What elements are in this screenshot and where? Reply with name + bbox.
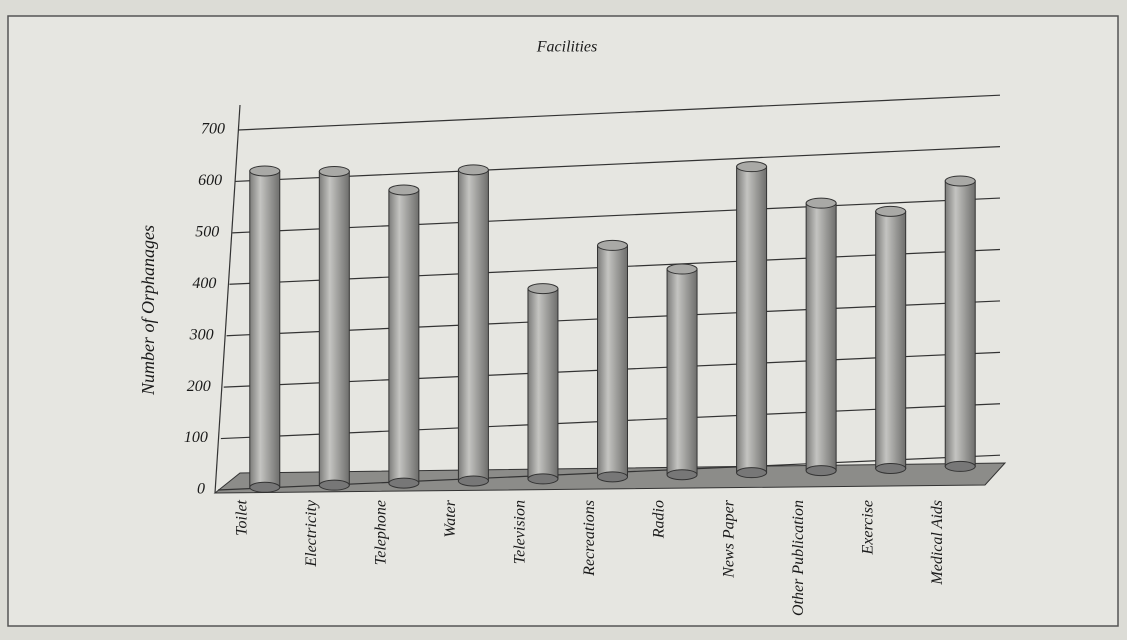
y-tick-label: 0 <box>197 481 205 498</box>
bar <box>666 268 698 476</box>
bar-cap <box>388 184 420 196</box>
x-tick-label: Toilet <box>233 499 250 535</box>
y-tick-label: 400 <box>192 275 216 292</box>
bar <box>805 202 837 472</box>
bar <box>944 180 976 467</box>
bar <box>597 244 628 478</box>
bar <box>318 170 350 486</box>
y-tick-label: 500 <box>195 224 219 241</box>
bar-cap <box>666 263 698 275</box>
bar-base <box>527 473 559 485</box>
bar-base <box>249 481 281 493</box>
x-tick-label: Television <box>512 500 529 564</box>
bar-base <box>944 460 976 472</box>
grid-line <box>235 146 1001 183</box>
bar-base <box>805 465 837 477</box>
y-tick-label: 200 <box>187 378 211 395</box>
bar-cap <box>736 161 768 173</box>
x-tick-label: Radio <box>651 500 668 539</box>
bar-cap <box>944 175 976 187</box>
bar-cap <box>805 197 837 209</box>
bar-base <box>318 479 350 491</box>
x-tick-label: Electricity <box>303 499 320 568</box>
x-tick-label: Exercise <box>859 500 876 555</box>
x-tick-label: Telephone <box>373 500 390 565</box>
y-tick-label: 600 <box>198 172 222 189</box>
bar-base <box>666 469 698 481</box>
bar-base <box>457 475 489 487</box>
y-tick-label: 100 <box>184 429 208 446</box>
x-tick-label: Other Publication <box>790 500 807 616</box>
bar <box>736 166 768 474</box>
bar <box>457 169 489 482</box>
x-tick-label: News Paper <box>720 499 737 579</box>
bar <box>388 189 420 484</box>
bar-cap <box>527 283 559 295</box>
bar-base <box>736 467 768 479</box>
bar-cap <box>875 205 907 217</box>
chart-title: Facilities <box>536 39 597 56</box>
y-axis-label: Number of Orphanages <box>138 225 158 396</box>
x-tick-label: Water <box>442 499 459 537</box>
bar <box>527 288 559 480</box>
y-tick-label: 700 <box>201 121 225 138</box>
bar <box>249 170 281 488</box>
bar-cap <box>597 239 628 251</box>
bar-base <box>597 471 628 483</box>
bar-cap <box>457 164 489 176</box>
bar-base <box>875 462 907 474</box>
bar-cap <box>249 165 281 177</box>
x-tick-label: Recreations <box>581 500 598 577</box>
bar-cap <box>318 165 350 177</box>
y-tick-label: 300 <box>189 326 214 343</box>
bar-base <box>388 477 420 489</box>
grid-line <box>237 94 1001 131</box>
bar <box>875 210 907 469</box>
grid-line <box>232 197 1001 234</box>
x-tick-label: Medical Aids <box>929 500 946 586</box>
y-axis <box>214 104 241 494</box>
